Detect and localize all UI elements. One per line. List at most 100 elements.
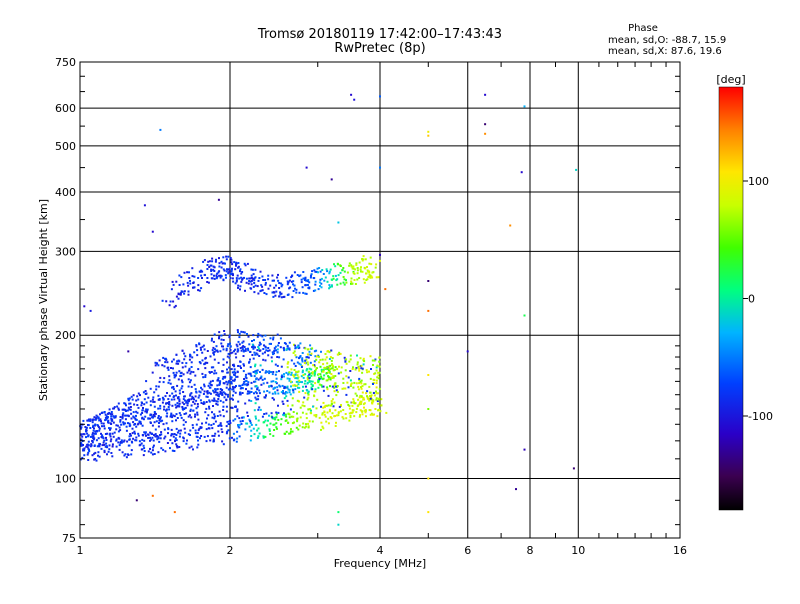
echo-point bbox=[228, 334, 231, 337]
echo-point bbox=[210, 270, 213, 272]
echo-point bbox=[350, 280, 353, 283]
echo-point bbox=[220, 275, 223, 278]
echo-point bbox=[376, 400, 379, 402]
echo-point bbox=[174, 304, 177, 307]
echo-point bbox=[293, 271, 296, 274]
echo-point bbox=[362, 278, 365, 281]
echo-point bbox=[206, 395, 209, 398]
echo-point bbox=[118, 426, 121, 429]
echo-point bbox=[288, 432, 291, 435]
echo-point bbox=[277, 418, 280, 421]
echo-point bbox=[254, 268, 257, 271]
echo-point bbox=[155, 385, 158, 388]
echo-point bbox=[236, 415, 239, 418]
echo-point bbox=[203, 383, 206, 386]
echo-point bbox=[314, 388, 317, 391]
echo-point bbox=[359, 409, 362, 412]
echo-point bbox=[173, 398, 176, 401]
echo-point bbox=[152, 439, 155, 442]
echo-point bbox=[224, 262, 226, 265]
echo-point bbox=[115, 424, 118, 427]
echo-point bbox=[314, 382, 317, 385]
echo-point bbox=[262, 358, 265, 361]
echo-point bbox=[222, 279, 225, 282]
echo-point bbox=[107, 421, 110, 424]
echo-point bbox=[255, 369, 258, 372]
echo-point bbox=[232, 363, 235, 366]
echo-point bbox=[186, 399, 189, 402]
echo-point bbox=[121, 451, 124, 454]
echo-point bbox=[235, 279, 238, 282]
echo-point bbox=[213, 270, 216, 272]
echo-point bbox=[125, 456, 128, 459]
echo-point bbox=[283, 414, 286, 417]
echo-point bbox=[189, 410, 192, 412]
echo-point bbox=[213, 413, 216, 416]
echo-point bbox=[326, 362, 329, 365]
echo-point bbox=[249, 372, 252, 375]
echo-point bbox=[104, 416, 107, 419]
echo-point bbox=[203, 273, 206, 276]
echo-point bbox=[172, 371, 175, 374]
echo-point bbox=[200, 402, 203, 404]
echo-point bbox=[302, 422, 305, 425]
echo-point bbox=[311, 385, 314, 387]
echo-point bbox=[111, 443, 114, 446]
echo-point bbox=[183, 403, 186, 406]
echo-point bbox=[161, 364, 164, 367]
echo-point bbox=[285, 348, 288, 351]
echo-point bbox=[365, 272, 368, 275]
echo-point bbox=[306, 382, 309, 385]
echo-point bbox=[204, 376, 207, 378]
echo-point bbox=[258, 341, 261, 344]
echo-point bbox=[174, 437, 177, 440]
echo-point bbox=[149, 400, 152, 403]
echo-point bbox=[275, 413, 278, 416]
echo-point bbox=[270, 384, 273, 387]
echo-point bbox=[134, 417, 137, 420]
echo-point bbox=[186, 402, 189, 405]
echo-point bbox=[142, 444, 145, 447]
echo-point bbox=[238, 384, 241, 387]
echo-point bbox=[271, 274, 274, 277]
echo-point bbox=[173, 306, 176, 309]
echo-point bbox=[129, 424, 132, 427]
echo-point bbox=[329, 356, 332, 359]
echo-point bbox=[321, 413, 324, 416]
echo-point bbox=[172, 435, 175, 438]
echo-point bbox=[318, 281, 321, 284]
echo-point bbox=[260, 383, 263, 386]
echo-point bbox=[149, 422, 152, 424]
echo-point bbox=[236, 410, 239, 413]
echo-point bbox=[318, 267, 321, 269]
echo-point bbox=[293, 350, 296, 353]
echo-point bbox=[291, 404, 294, 407]
echo-point bbox=[350, 277, 353, 280]
echo-point bbox=[186, 281, 189, 284]
echo-point bbox=[311, 371, 314, 374]
echo-point bbox=[258, 432, 261, 435]
echo-point bbox=[83, 305, 86, 308]
echo-point bbox=[171, 416, 174, 419]
echo-point bbox=[321, 358, 324, 361]
echo-point bbox=[205, 407, 208, 410]
echo-point bbox=[358, 377, 361, 380]
echo-point bbox=[330, 284, 333, 287]
echo-point bbox=[359, 414, 361, 417]
echo-point bbox=[361, 385, 364, 388]
echo-point bbox=[372, 383, 374, 385]
echo-point bbox=[93, 437, 96, 440]
echo-point bbox=[170, 288, 173, 291]
echo-point bbox=[128, 438, 131, 441]
echo-point bbox=[133, 423, 136, 426]
echo-point bbox=[329, 416, 332, 418]
echo-point bbox=[328, 376, 331, 379]
echo-point bbox=[81, 456, 84, 459]
echo-point bbox=[151, 424, 154, 427]
echo-point bbox=[377, 276, 380, 279]
echo-point bbox=[337, 411, 340, 414]
plot-frame bbox=[79, 61, 681, 539]
echo-point bbox=[153, 391, 156, 394]
echo-point bbox=[377, 371, 380, 374]
echo-point bbox=[236, 375, 239, 378]
